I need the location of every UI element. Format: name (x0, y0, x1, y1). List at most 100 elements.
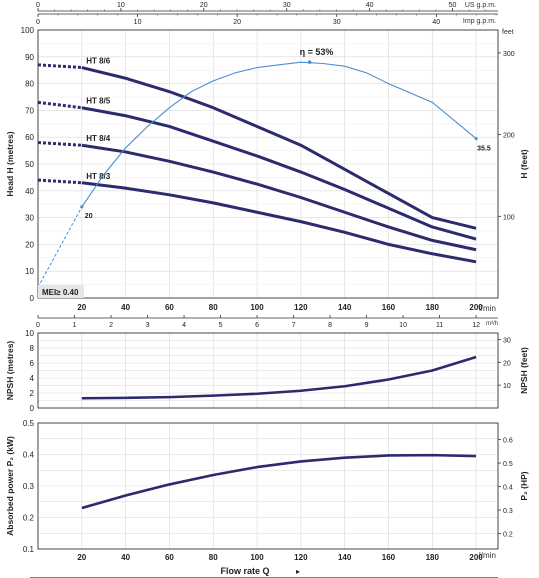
us-tick-label: 50 (449, 2, 457, 9)
efficiency-end-point (474, 136, 478, 141)
head-curve (81, 66, 477, 230)
efficiency-curve-dashed (37, 206, 83, 288)
y-tick-label: 90 (25, 53, 34, 62)
top-scale-ticks: 0 10 20 30 40 50 0 10 20 30 40 (36, 2, 498, 26)
y2-tick-label: 10 (503, 383, 511, 390)
plot-frame (37, 332, 499, 409)
us-tick-label: 30 (283, 2, 291, 9)
x-tick-label: 100 (250, 553, 264, 562)
y-tick-label: 6 (30, 359, 35, 368)
m3h-tick-label: 4 (182, 322, 186, 329)
y-tick-label: 30 (25, 214, 34, 223)
head-curve-dashed (37, 63, 82, 70)
x-tick-label: 120 (294, 303, 308, 312)
y-tick-label: 20 (25, 240, 34, 249)
y2-tick-label: 100 (503, 214, 515, 221)
x-tick-label: 160 (382, 303, 396, 312)
y2-tick-label: 200 (503, 133, 515, 140)
imp-gpm-label: Imp g.p.m. (463, 18, 496, 25)
efficiency-start-point (80, 205, 84, 209)
head-curve (81, 181, 477, 264)
us-tick-label: 20 (200, 2, 208, 9)
imp-tick-label: 20 (233, 19, 241, 26)
y-tick-label: 4 (30, 374, 35, 383)
m3h-tick-label: 0 (36, 322, 40, 329)
grid-lines (37, 29, 498, 299)
us-tick-label: 0 (36, 2, 40, 9)
plot-frame (37, 29, 499, 299)
head-panel: 0 10 20 30 40 50 60 70 80 90 100 100 200 300 20 40 60 80 1… (5, 26, 529, 312)
flow-unit-label-bottom: l/min (479, 551, 496, 560)
efficiency-label: η = 53% (300, 47, 334, 57)
y2-tick-label: 20 (503, 360, 511, 367)
m3h-tick-label: 6 (255, 322, 259, 329)
y2-axis-title: P₂ (HP) (519, 471, 529, 500)
y-tick-label: 0 (30, 404, 35, 413)
x-tick-label: 120 (294, 553, 308, 562)
us-tick-label: 10 (117, 2, 125, 9)
y-tick-label: 10 (25, 267, 34, 276)
m3h-tick-label: 11 (436, 322, 443, 329)
x-axis-label: Flow rate Q (220, 566, 269, 576)
x-axis-arrow: ▸ (296, 567, 300, 576)
m3h-tick-label: 5 (219, 322, 223, 329)
head-curve (81, 143, 477, 252)
plot-frame (37, 422, 499, 550)
efficiency-end-label: 35.5 (477, 146, 491, 153)
y2-tick-label: 300 (503, 51, 515, 58)
y-tick-label: 8 (30, 344, 35, 353)
us-tick-label: 40 (366, 2, 374, 9)
y2-tick-label: 0.2 (503, 532, 513, 539)
y-tick-label: 100 (21, 26, 35, 35)
head-curve-dashed (37, 141, 82, 147)
y-axis-title: Head H (metres) (5, 131, 15, 196)
y-tick-label: 0.4 (23, 451, 35, 460)
y-tick-label: 80 (25, 80, 34, 89)
power-curve (81, 453, 477, 510)
imp-tick-label: 40 (432, 19, 440, 26)
efficiency-start-label: 20 (85, 213, 93, 220)
mei-badge: MEI≥ 0.40 (38, 285, 84, 298)
x-tick-label: 100 (250, 303, 264, 312)
y-tick-label: 0.3 (23, 482, 35, 491)
flow-unit-label-head: l/min (479, 304, 496, 313)
x-tick-label: 200 (469, 553, 483, 562)
x-tick-label: 60 (165, 303, 174, 312)
mei-badge-box (38, 285, 84, 298)
m3h-tick-label: 9 (365, 322, 369, 329)
y-tick-label: 2 (30, 389, 35, 398)
power-panel: 0.1 0.2 0.3 0.4 0.5 0.2 0.3 0.4 0.5 0.6 20 40 60 80 10… (5, 419, 529, 562)
y-tick-label: 0.5 (23, 419, 35, 428)
y2-tick-label: 0.5 (503, 461, 513, 468)
m3h-tick-label: 10 (399, 322, 407, 329)
x-tick-label: 180 (426, 553, 440, 562)
mei-badge-label: MEI≥ 0.40 (42, 288, 79, 297)
series-label: HT 8/5 (86, 97, 111, 106)
y2-tick-label: 0.3 (503, 508, 513, 515)
x-tick-label: 40 (121, 553, 130, 562)
x-tick-label: 20 (77, 303, 86, 312)
head-curve-dashed (37, 178, 82, 185)
y2-axis-title: NPSH (feet) (519, 347, 529, 394)
y-tick-label: 0.1 (23, 545, 35, 554)
feet-unit-label: feet (502, 29, 514, 36)
efficiency-peak-point (307, 60, 312, 64)
series-label: HT 8/3 (86, 172, 111, 181)
x-tick-label: 180 (426, 303, 440, 312)
x-tick-label: 20 (77, 553, 86, 562)
y-tick-label: 0 (30, 294, 35, 303)
head-curve (81, 106, 477, 241)
x-tick-label: 60 (165, 553, 174, 562)
npsh-curve (81, 355, 477, 400)
series-label: HT 8/4 (86, 134, 111, 143)
series-label: HT 8/6 (86, 57, 111, 66)
y-axis-title: Absorbed power P₂ (kW) (5, 436, 15, 536)
y-tick-label: 10 (25, 329, 34, 338)
y2-tick-label: 0.4 (503, 485, 513, 492)
y-tick-label: 60 (25, 133, 34, 142)
imp-tick-label: 30 (333, 19, 341, 26)
y-tick-label: 50 (25, 160, 34, 169)
imp-tick-label: 0 (36, 19, 40, 26)
m3h-tick-label: 3 (146, 322, 150, 329)
